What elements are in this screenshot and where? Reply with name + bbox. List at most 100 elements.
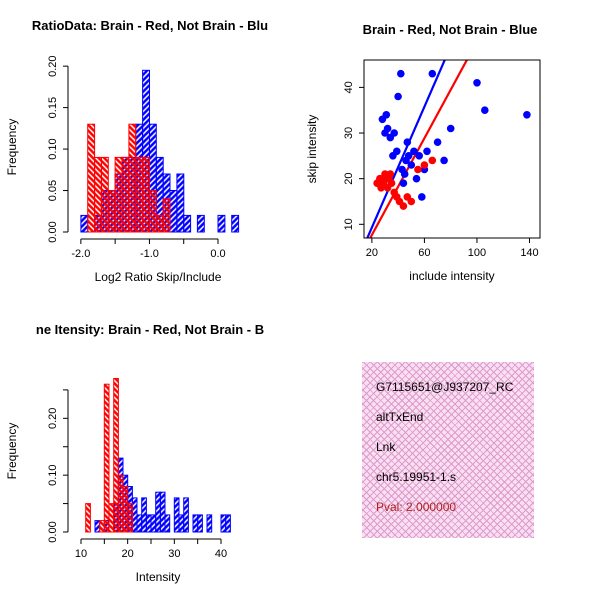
hist-bar-not-brain-blue [80, 214, 89, 233]
hist-bar-not-brain-blue [192, 514, 199, 533]
scatter-point-not-brain-blue [473, 79, 481, 87]
chart-title: RatioData: Brain - Red, Not Brain - Blu [32, 18, 268, 33]
hist-bar-not-brain-blue [196, 214, 205, 233]
y-tick-label: 30 [343, 127, 355, 139]
hist-bar-not-brain-blue [231, 214, 240, 233]
hist-bar-not-brain-blue [225, 514, 231, 533]
hist-bar-brain-red [85, 503, 91, 533]
panel-log2ratio-histogram: -2.0 -1.0 0.0 0.00 0.05 0.10 0.15 0.20 RatioData… [0, 0, 300, 300]
chart-title: ne Itensity: Brain - Red, Not Brain - B [36, 322, 264, 337]
info-line-event-type: altTxEnd [376, 410, 424, 424]
y-tick-label: 40 [343, 81, 355, 93]
x-tick-label: -1.0 [140, 248, 159, 260]
fit-line-brain-fit [368, 60, 469, 238]
scatter-point-brain-red [387, 179, 396, 187]
scatter-point-not-brain-blue [423, 147, 431, 156]
scatter-point-not-brain-blue [404, 152, 413, 160]
intensity-histogram-chart: 10 20 30 40 0.00 0.10 0.20 ne Itensity: Brain -… [5, 322, 264, 584]
x-axis-label: include intensity [409, 269, 494, 283]
y-tick-label: 20 [343, 173, 355, 185]
scatter-point-not-brain-blue [394, 92, 402, 101]
scatter-point-not-brain-blue [397, 69, 405, 78]
hist-bar-not-brain-blue [178, 514, 185, 533]
scatter-point-not-brain-blue [418, 193, 426, 201]
info-line-link: Lnk [376, 440, 396, 454]
info-line-pval: Pval: 2.000000 [376, 500, 457, 514]
hist-bar-not-brain-blue [206, 514, 213, 533]
hist-bar-not-brain-blue [183, 214, 192, 233]
scatter-point-not-brain-blue [433, 138, 442, 146]
x-tick-label: -2.0 [71, 248, 90, 260]
scatter-point-not-brain-blue [410, 147, 418, 156]
hist-bar-not-brain-blue [141, 497, 147, 533]
hist-bar-brain-red [107, 190, 116, 233]
hist-bar-brain-red [142, 156, 151, 233]
hist-bar-not-brain-blue [173, 497, 180, 533]
x-tick-label: 0.0 [210, 248, 225, 260]
hist-bar-brain-red [103, 383, 110, 533]
x-tick-label: 20 [366, 247, 378, 259]
scatter-point-not-brain-blue [393, 147, 401, 156]
intensity-scatter-chart: 20 60 100 140 10 20 30 40 Brain - Red, Not Brain… [305, 22, 541, 283]
y-tick-label: 0.10 [47, 464, 59, 485]
hist-bar-brain-red [114, 156, 123, 233]
hist-bar-brain-red [94, 156, 102, 233]
y-tick-label: 0.05 [47, 180, 59, 201]
panel-intensity-histogram: 10 20 30 40 0.00 0.10 0.20 ne Itensity: Brain -… [0, 300, 300, 600]
hist-bar-not-brain-blue [176, 173, 185, 233]
x-tick-label: 60 [418, 247, 430, 259]
scatter-point-brain-red [399, 202, 408, 210]
hist-bar-not-brain-blue [94, 520, 101, 533]
scatter-point-not-brain-blue [446, 124, 455, 133]
hist-bar-brain-red [122, 486, 129, 533]
panel-intensity-scatter: 20 60 100 140 10 20 30 40 Brain - Red, Not Brain… [300, 0, 600, 300]
hist-bar-not-brain-blue [217, 214, 226, 233]
y-axis-label: Frequency [5, 119, 19, 176]
x-tick-label: 140 [520, 247, 538, 259]
scatter-point-brain-red [428, 156, 437, 165]
y-tick-label: 0.20 [47, 55, 59, 76]
x-axis-label: Log2 Ratio Skip/Include [95, 270, 222, 284]
x-tick-label: 40 [215, 548, 227, 560]
chart-title: Brain - Red, Not Brain - Blue [363, 22, 538, 37]
hist-bar-brain-red [108, 503, 115, 533]
hist-bar-not-brain-blue [155, 491, 161, 533]
x-tick-label: 30 [168, 548, 180, 560]
scatter-point-brain-red [407, 197, 416, 206]
y-tick-label: 0.00 [47, 521, 59, 542]
scatter-point-not-brain-blue [415, 152, 423, 160]
hist-bar-not-brain-blue [220, 514, 227, 533]
hist-bar-brain-red [100, 156, 109, 233]
y-tick-label: 0.10 [47, 138, 59, 159]
y-tick-label: 0.20 [47, 408, 59, 429]
scatter-point-brain-red [420, 161, 429, 169]
hist-bar-brain-red [155, 214, 164, 233]
hist-bar-not-brain-blue [159, 491, 166, 533]
hist-bar-not-brain-blue [150, 514, 157, 533]
scatter-point-not-brain-blue [382, 111, 391, 119]
y-axis-label: Frequency [5, 423, 19, 480]
scatter-point-not-brain-blue [412, 174, 421, 183]
scatter-point-brain-red [386, 170, 395, 178]
x-axis-label: Intensity [136, 570, 181, 584]
y-axis-label: skip intensity [305, 115, 319, 184]
scatter-point-brain-red [414, 165, 422, 174]
hist-bar-brain-red [148, 190, 157, 233]
y-tick-label: 10 [343, 218, 355, 230]
scatter-point-not-brain-blue [390, 129, 398, 137]
scatter-point-not-brain-blue [523, 111, 531, 119]
hist-bar-brain-red [117, 474, 124, 533]
hist-bar-not-brain-blue [145, 514, 152, 533]
hist-bar-brain-red [128, 123, 137, 233]
hist-bar-brain-red [162, 198, 171, 233]
scatter-point-not-brain-blue [403, 138, 412, 146]
scatter-point-not-brain-blue [428, 69, 437, 78]
hist-bar-not-brain-blue [197, 514, 203, 533]
x-tick-label: 10 [75, 548, 87, 560]
scatter-point-not-brain-blue [383, 124, 392, 133]
hist-bar-not-brain-blue [164, 514, 171, 533]
y-tick-label: 0.00 [47, 221, 59, 242]
hist-bar-brain-red [87, 123, 96, 233]
hist-bar-brain-red [121, 156, 130, 233]
